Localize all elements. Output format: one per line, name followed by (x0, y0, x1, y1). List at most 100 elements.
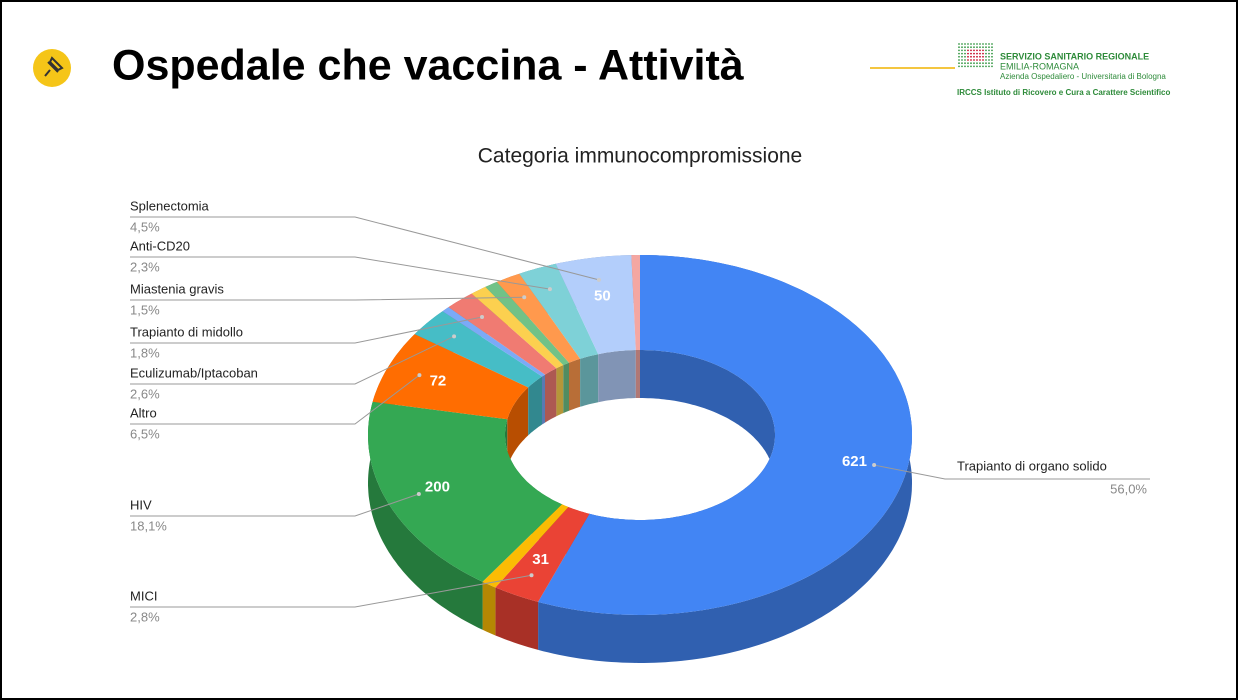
leader-dot (547, 287, 552, 292)
slice-label: Splenectomia (130, 198, 210, 213)
logo-dot (988, 43, 990, 45)
leader-line (130, 296, 525, 301)
logo-dot (961, 55, 963, 58)
slice-count: 200 (425, 479, 450, 496)
slice (631, 255, 640, 350)
logo-dot (970, 46, 972, 49)
logo-dot (988, 46, 990, 49)
slice (482, 504, 569, 588)
logo-dot (988, 55, 990, 58)
logo-dot (973, 49, 975, 52)
slice-depth (528, 376, 542, 436)
logo-dot (991, 43, 993, 45)
logo-dot (985, 59, 987, 61)
logo-dot (973, 65, 975, 68)
leader-line (130, 256, 551, 290)
logo-dot (982, 55, 984, 58)
logo-dot (985, 49, 987, 52)
logo-dot (970, 43, 972, 45)
logo-dot (961, 65, 963, 68)
slice-count: 72 (430, 373, 447, 390)
leader-dot (872, 463, 877, 468)
logo-dot (976, 43, 978, 45)
logo-dot (979, 62, 981, 65)
logo-dot (982, 46, 984, 49)
logo-dot (988, 59, 990, 61)
slice-depth (542, 374, 545, 425)
chart-title: Categoria immunocompromissione (478, 145, 802, 168)
logo-dot (961, 62, 963, 65)
logo-dot (976, 59, 978, 61)
slice-depth (563, 362, 569, 414)
slice-label: Eculizumab/Iptacoban (130, 365, 258, 380)
logo-dot (973, 43, 975, 45)
logo-dot (967, 55, 969, 58)
logo-dot (964, 49, 966, 52)
slice-percent: 1,8% (130, 345, 160, 360)
logo-dot (979, 43, 981, 45)
logo-dot (961, 59, 963, 61)
logo-dot (970, 62, 972, 65)
logo-dot (979, 55, 981, 58)
logo-dot (985, 62, 987, 65)
leader-dot (596, 277, 601, 282)
slice-depth (495, 587, 539, 650)
slice-count: 621 (842, 453, 867, 470)
leader-line (874, 464, 1150, 480)
slice-label: MICI (130, 588, 157, 603)
slice-count: 50 (594, 288, 611, 305)
logo-dot (964, 52, 966, 55)
slice (538, 255, 912, 615)
logo-dot (988, 62, 990, 65)
slice-percent: 2,6% (130, 386, 160, 401)
leader-dot (522, 295, 527, 300)
slice-depth (545, 368, 557, 423)
logo-dot (961, 52, 963, 55)
logo-dot (967, 43, 969, 45)
logo-dot (982, 49, 984, 52)
logo-dot (991, 55, 993, 58)
slice-depth (507, 387, 529, 468)
logo-dot (964, 55, 966, 58)
slice-percent: 4,5% (130, 219, 160, 234)
slice (368, 401, 562, 582)
logo-dot (985, 46, 987, 49)
slice (471, 286, 564, 369)
slice-depth (580, 354, 599, 407)
logo-dot (961, 46, 963, 49)
logo-dot (985, 55, 987, 58)
slice-percent: 2,3% (130, 259, 160, 274)
logo-dot (991, 49, 993, 52)
logo-dot (958, 62, 960, 65)
logo-dot (967, 49, 969, 52)
slice-label: HIV (130, 497, 152, 512)
logo-dot (976, 52, 978, 55)
logo-dot (991, 46, 993, 49)
logo-mark (958, 43, 993, 68)
logo-dot (967, 52, 969, 55)
slice-percent: 18,1% (130, 518, 167, 533)
logo-dot (979, 59, 981, 61)
logo-dot (958, 46, 960, 49)
logo-dot (982, 52, 984, 55)
logo-dot (973, 62, 975, 65)
slice-depth (538, 255, 912, 663)
logo-dot (967, 65, 969, 68)
slice-label: Trapianto di organo solido (957, 458, 1107, 473)
pin-icon (33, 49, 71, 87)
logo-dot (991, 65, 993, 68)
leader-dot (452, 334, 457, 339)
logo-dot (970, 59, 972, 61)
leader-dot (416, 492, 421, 497)
logo-dot (973, 59, 975, 61)
slice (414, 311, 542, 388)
logo-dot (970, 55, 972, 58)
logo-text: Azienda Ospedaliero - Universitaria di B… (1000, 72, 1166, 81)
logo-dot (958, 43, 960, 45)
slice-label: Trapianto di midollo (130, 324, 243, 339)
leader-line (130, 316, 483, 344)
slice (496, 273, 581, 363)
logo-dot (967, 46, 969, 49)
leader-dot (417, 373, 422, 378)
logo-dot (970, 52, 972, 55)
